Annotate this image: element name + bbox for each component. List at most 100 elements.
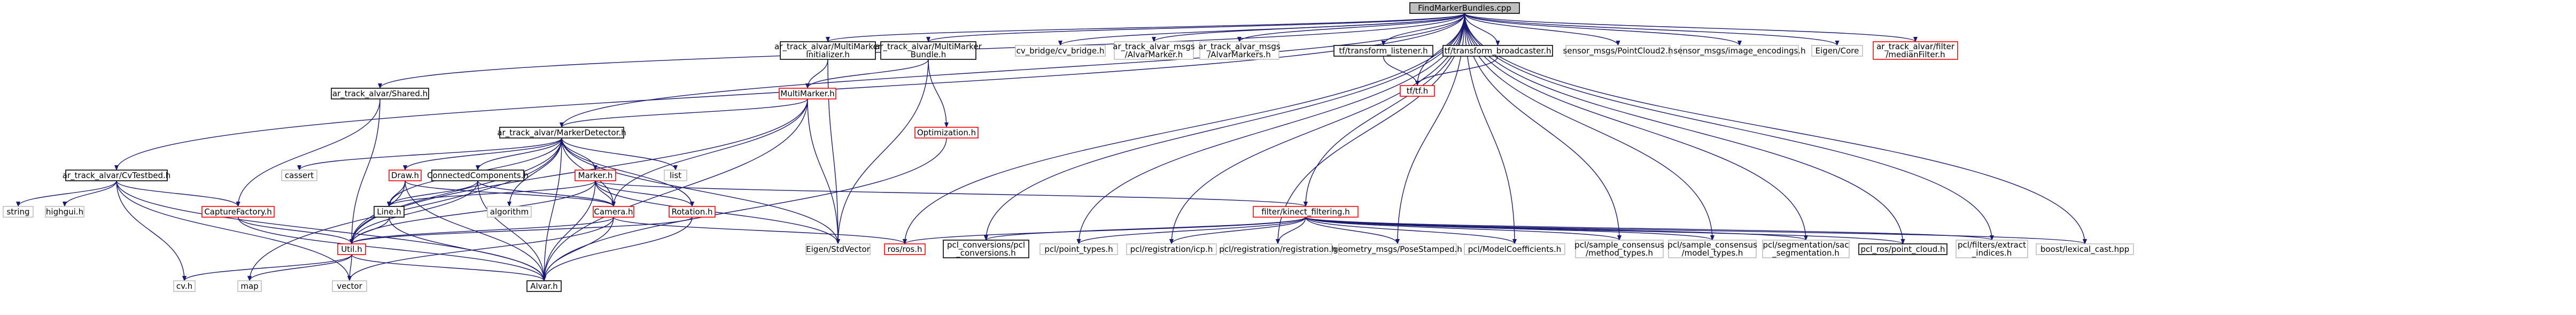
edge-root-to-pointcloud2 [1464,13,1620,46]
node-box [1873,41,1958,60]
node-alvar-marker[interactable]: ar_track_alvar_msgs/AlvarMarker.h [1113,41,1195,60]
edge-root-to-marker_detector [560,13,1465,128]
edge-cvtestbed-to-cvh [116,180,187,281]
node-image-encodings[interactable]: sensor_msgs/image_encodings.h [1673,45,1806,57]
node-eigen-core[interactable]: Eigen/Core [1811,45,1863,57]
node-label: CaptureFactory.h [204,207,272,217]
node-sac-method[interactable]: pcl/sample_consensus/method_types.h [1574,240,1664,258]
node-label: cv.h [176,281,192,291]
node-marker-h[interactable]: Marker.h [575,170,616,181]
edge-kinect-to-pcl_point_types [1076,217,1306,244]
node-label: pcl/point_types.h [1044,244,1113,255]
node-list[interactable]: list [664,170,687,181]
edge-root-to-tf_listener [1381,13,1465,46]
node-model-coeff[interactable]: pcl/ModelCoefficients.h [1464,243,1565,255]
node-label: sensor_msgs/PointCloud2.h [1563,46,1673,56]
node-lexical-cast[interactable]: boost/lexical_cast.hpp [2036,243,2134,255]
node-tf-h[interactable]: tf/tf.h [1400,85,1435,97]
edge-util-to-map [247,254,352,281]
node-label: pcl/sample_consensus [1667,240,1757,250]
node-tf-broadcaster[interactable]: tf/transform_broadcaster.h [1442,45,1553,57]
node-median-filter[interactable]: ar_track_alvar/filter/medianFilter.h [1873,41,1958,60]
node-optimization[interactable]: Optimization.h [914,127,979,139]
node-shared[interactable]: ar_track_alvar/Shared.h [331,88,429,99]
node-box [389,170,422,181]
node-highgui[interactable]: highgui.h [45,206,84,218]
edge-marker_h-to-stdvector [595,180,840,244]
node-box [526,280,562,292]
edge-marker_detector-to-list [561,137,678,171]
edge-kinect-to-extract_indices [1305,217,1994,241]
node-box [1442,45,1553,57]
node-pointcloud2[interactable]: sensor_msgs/PointCloud2.h [1563,45,1673,57]
edge-marker_h-to-kinect [595,180,1308,207]
node-stdvector[interactable]: Eigen/StdVector [805,243,871,255]
node-box [45,206,84,218]
node-draw[interactable]: Draw.h [389,170,422,181]
edge-root-to-alvar_marker [1152,13,1465,42]
node-connected[interactable]: ConnectedComponents.h [427,170,529,181]
edge-kinect-to-pcl_icp [1169,217,1306,244]
edge-marker_detector-to-connected [476,137,562,171]
node-label: Bundle.h [911,50,946,59]
node-cvtestbed[interactable]: ar_track_alvar/CvTestbed.h [63,170,171,181]
node-camera[interactable]: Camera.h [593,206,634,218]
edge-connected-to-camera [477,180,616,207]
node-root[interactable]: FindMarkerBundles.cpp [1409,2,1520,14]
node-multimarker[interactable]: MultiMarker.h [779,88,836,99]
node-box [779,88,836,99]
node-cvh[interactable]: cv.h [173,280,196,292]
edge-draw-to-camera [405,180,616,207]
node-label: /model_types.h [1682,248,1743,258]
node-label: Line.h [377,207,401,217]
node-sac-seg[interactable]: pcl/segmentation/sac_segmentation.h [1762,240,1850,258]
node-pose-stamped[interactable]: geometry_msgs/PoseStamped.h [1333,243,1462,255]
node-marker-detector[interactable]: ar_track_alvar/MarkerDetector.h [497,127,626,139]
node-pcl-registration[interactable]: pcl/registration/registration.h [1219,243,1337,255]
node-algorithm[interactable]: algorithm [487,206,532,218]
edge-root-to-image_encodings [1464,13,1742,46]
node-alvar[interactable]: Alvar.h [526,280,562,292]
node-box [201,206,275,218]
node-line[interactable]: Line.h [374,206,405,218]
node-alvar-markers[interactable]: ar_track_alvar_msgs/AlvarMarkers.h [1198,41,1281,60]
edge-rotation-to-util [350,217,693,244]
node-extract-indices[interactable]: pcl/filters/extract_indices.h [1956,240,2028,258]
node-label: ar_track_alvar/MarkerDetector.h [497,128,626,138]
node-box [487,206,532,218]
node-kinect[interactable]: filter/kinect_filtering.h [1253,206,1359,218]
node-pcl-point-types[interactable]: pcl/point_types.h [1039,243,1118,255]
node-rotation[interactable]: Rotation.h [669,206,716,218]
node-map[interactable]: map [237,280,262,292]
node-vector[interactable]: vector [332,280,367,292]
node-box [669,206,716,218]
node-sac-model[interactable]: pcl/sample_consensus/model_types.h [1667,240,1757,258]
node-label: ar_track_alvar_msgs [1113,42,1195,52]
node-label: pcl_conversions/pcl [947,240,1025,250]
edge-kinect-to-lexical_cast [1305,217,2087,244]
node-label: pcl/filters/extract [1958,240,2026,250]
edge-kinect-to-rosinit [903,217,1306,244]
node-label: /method_types.h [1586,248,1653,258]
edge-root-to-kinect [1303,13,1465,207]
node-capturefactory[interactable]: CaptureFactory.h [201,206,275,218]
node-rosinit[interactable]: ros/ros.h [884,243,926,255]
node-cassert[interactable]: cassert [281,170,317,181]
node-pcl-conversions[interactable]: pcl_conversions/pcl_conversions.h [943,240,1029,258]
node-ros-point-cloud[interactable]: pcl_ros/point_cloud.h [1858,243,1947,255]
node-util[interactable]: Util.h [337,243,366,255]
node-string[interactable]: string [3,206,34,218]
node-cv-bridge[interactable]: cv_bridge/cv_bridge.h [1015,45,1106,57]
node-box [1680,45,1799,57]
node-label: /medianFilter.h [1886,50,1945,59]
edge-util-to-alvar [351,254,546,281]
node-box [575,170,616,181]
node-pcl-icp[interactable]: pcl/registration/icp.h [1126,243,1217,255]
node-tf-listener[interactable]: tf/transform_listener.h [1333,45,1433,57]
edge-root-to-multimarker_init [826,13,1465,42]
edge-util-to-cvh [182,254,352,281]
node-box [1199,41,1279,60]
